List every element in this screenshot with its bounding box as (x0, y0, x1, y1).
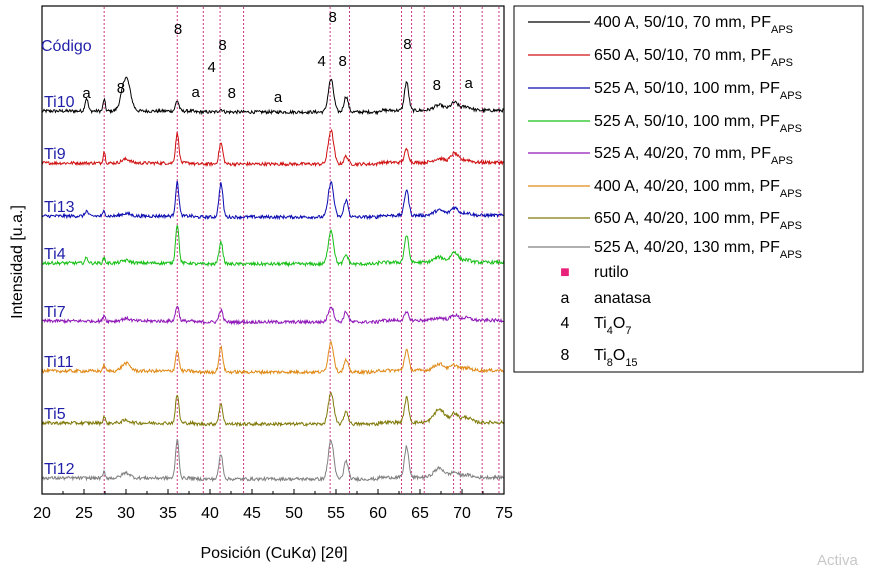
x-tick-label: 55 (327, 505, 345, 522)
x-axis-ticks: 20 25 30 35 40 45 50 55 60 65 70 75 (33, 489, 513, 522)
peak-annotation: 8 (174, 21, 182, 38)
legend-label: 525 A, 40/20, 70 mm, PFAPS (594, 145, 793, 167)
code-labels: Ti10 Ti9 Ti13 Ti4 Ti7 Ti11 Ti5 Ti12 (44, 94, 75, 478)
legend-symbol: 4 (561, 315, 570, 332)
code-label-ti7: Ti7 (44, 304, 66, 321)
x-axis-label: Posición (CuKα) [2θ] (200, 545, 347, 562)
peak-annotation: 8 (228, 85, 236, 102)
activation-watermark: Activa (817, 552, 858, 569)
legend-label: 525 A, 50/10, 100 mm, PFAPS (594, 113, 802, 135)
peak-annotation: 8 (328, 9, 336, 26)
reference-lines (103, 7, 500, 493)
x-tick-label: 20 (33, 505, 51, 522)
peak-annotation: 8 (339, 53, 347, 70)
x-tick-label: 30 (117, 505, 135, 522)
series-line-ti5 (41, 391, 505, 428)
peak-annotation: a (192, 84, 201, 101)
y-axis-label: Intensidad [u.a.] (9, 205, 26, 319)
x-tick-label: 45 (243, 505, 261, 522)
x-tick-label: 25 (75, 505, 93, 522)
legend: 400 A, 50/10, 70 mm, PFAPS 650 A, 50/10, … (513, 5, 864, 373)
peak-annotation: 4 (318, 53, 326, 70)
peak-annotation: 8 (433, 77, 441, 94)
peak-annotation: 8 (218, 37, 226, 54)
series-line-ti4 (42, 224, 505, 268)
legend-symbol: a (561, 290, 570, 307)
legend-label: 400 A, 40/20, 100 mm, PFAPS (594, 178, 802, 200)
code-label-ti10: Ti10 (44, 94, 75, 111)
peak-annotation: 8 (117, 80, 125, 97)
code-header: Código (41, 38, 92, 55)
legend-extra-label: anatasa (594, 290, 651, 307)
x-tick-label: 70 (453, 505, 471, 522)
series-group (41, 76, 505, 483)
legend-entries: 400 A, 50/10, 70 mm, PFAPS 650 A, 50/10, … (528, 14, 802, 369)
peak-annotation: 8 (403, 36, 411, 53)
x-tick-label: 35 (159, 505, 177, 522)
series-line-ti13 (41, 180, 504, 221)
x-tick-label: 75 (495, 505, 513, 522)
legend-label: 650 A, 50/10, 70 mm, PFAPS (594, 47, 793, 69)
x-tick-label: 60 (369, 505, 387, 522)
x-tick-label: 65 (411, 505, 429, 522)
legend-symbol: ■ (560, 264, 570, 281)
legend-label: 400 A, 50/10, 70 mm, PFAPS (594, 14, 793, 36)
series-line-ti11 (41, 340, 504, 376)
code-label-ti5: Ti5 (44, 406, 66, 423)
series-line-ti10 (41, 76, 505, 116)
peak-annotation: a (82, 85, 91, 102)
code-label-ti12: Ti12 (44, 461, 75, 478)
legend-box (513, 5, 864, 373)
code-label-ti4: Ti4 (44, 246, 66, 263)
peak-annotation: a (274, 89, 283, 106)
series-line-ti7 (41, 306, 504, 326)
x-tick-label: 40 (201, 505, 219, 522)
legend-extra-label: rutilo (594, 264, 629, 281)
code-label-ti13: Ti13 (44, 199, 75, 216)
legend-label: 650 A, 40/20, 100 mm, PFAPS (594, 210, 802, 232)
legend-label: 525 A, 50/10, 100 mm, PFAPS (594, 80, 802, 102)
legend-symbol: 8 (561, 347, 570, 364)
x-tick-label: 50 (285, 505, 303, 522)
peak-annotation: a (465, 75, 474, 92)
series-line-ti12 (41, 438, 505, 483)
legend-extra-label: Ti4O7 (594, 315, 631, 337)
peak-annotation: 4 (208, 59, 216, 76)
series-line-ti9 (41, 128, 504, 168)
legend-label: 525 A, 40/20, 130 mm, PFAPS (594, 239, 802, 261)
code-label-ti11: Ti11 (44, 354, 73, 371)
code-label-ti9: Ti9 (44, 146, 66, 163)
